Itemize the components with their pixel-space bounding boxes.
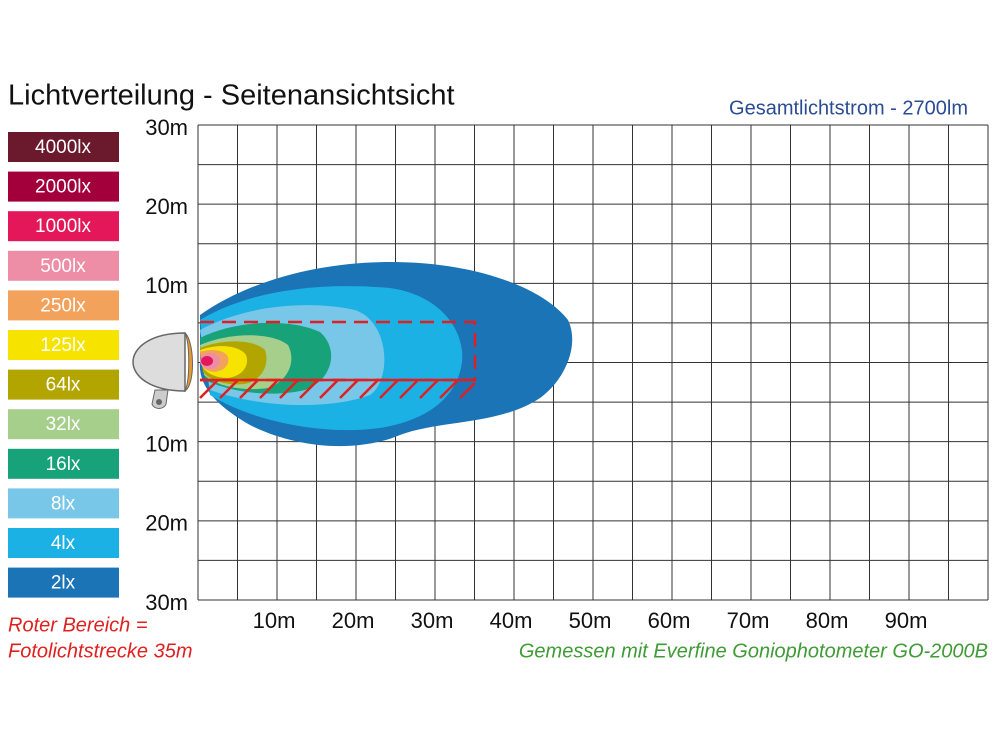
legend-swatch <box>8 211 119 242</box>
y-axis-label: 30m <box>145 115 188 140</box>
legend-swatch <box>8 567 119 598</box>
y-axis-label: 30m <box>145 590 188 615</box>
legend-swatch <box>8 369 119 400</box>
x-axis-label: 80m <box>806 608 849 633</box>
x-axis-label: 40m <box>490 608 533 633</box>
legend-label: 8lx <box>51 493 76 514</box>
legend-label: 4000lx <box>35 137 91 158</box>
x-axis-label: 60m <box>648 608 691 633</box>
grid <box>197 124 989 601</box>
legend-label: 500lx <box>40 256 86 277</box>
x-axis-label: 50m <box>569 608 612 633</box>
legend-label: 2000lx <box>35 177 91 198</box>
note-measured: Gemessen mit Everfine Goniophotometer GO… <box>519 640 988 662</box>
legend-label: 1000lx <box>35 216 91 237</box>
legend-swatch <box>8 290 119 321</box>
legend-swatch <box>8 132 119 162</box>
y-axis-label: 20m <box>145 511 188 536</box>
legend-label: 125lx <box>40 335 86 356</box>
legend-swatch <box>8 448 119 479</box>
note-red: Fotolichtstrecke 35m <box>8 640 193 662</box>
legend-label: 2lx <box>51 573 76 594</box>
x-axis-label: 30m <box>411 608 454 633</box>
legend-label: 16lx <box>46 454 81 475</box>
y-axis-label: 20m <box>145 194 188 219</box>
legend-swatch <box>8 330 119 360</box>
x-axis-label: 90m <box>885 608 928 633</box>
flux: Gesamtlichtstrom - 2700lm <box>729 97 968 119</box>
legend-label: 250lx <box>40 295 86 316</box>
legend-swatch <box>8 488 119 519</box>
y-axis-label: 10m <box>145 273 188 298</box>
title: Lichtverteilung - Seitenansichtsicht <box>8 80 455 112</box>
lamp <box>132 332 193 409</box>
isolux <box>199 262 573 447</box>
y-axis-label: 10m <box>145 431 188 456</box>
note-red: Roter Bereich = <box>8 614 148 636</box>
legend-swatch <box>8 171 119 202</box>
x-axis-label: 20m <box>332 608 375 633</box>
legend-label: 4lx <box>51 533 76 554</box>
legend-swatch <box>8 528 119 558</box>
legend-swatch <box>8 250 119 281</box>
x-axis-label: 70m <box>727 608 770 633</box>
photo-range <box>199 320 477 399</box>
legend-label: 64lx <box>46 375 81 396</box>
x-axis-label: 10m <box>253 608 296 633</box>
legend-label: 32lx <box>46 414 81 435</box>
legend-swatch <box>8 409 119 440</box>
